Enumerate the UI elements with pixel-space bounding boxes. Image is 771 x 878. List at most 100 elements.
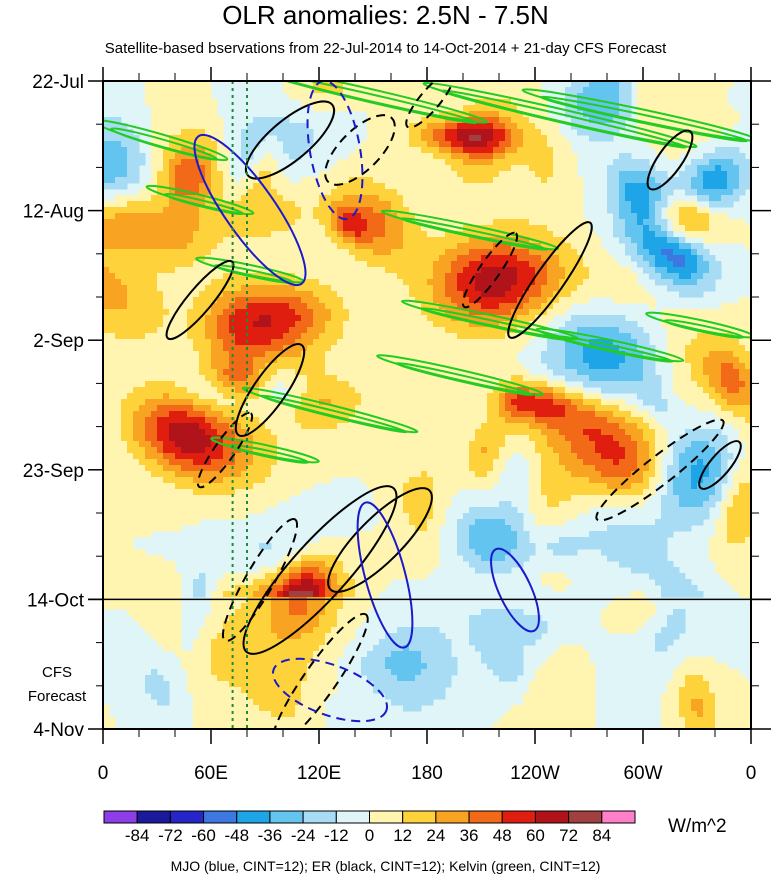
anomaly-cell	[205, 111, 212, 118]
anomaly-cell	[319, 285, 326, 292]
anomaly-cell	[367, 291, 374, 298]
anomaly-cell	[229, 237, 236, 244]
anomaly-cell	[733, 165, 740, 172]
anomaly-cell	[397, 153, 404, 160]
anomaly-cell	[499, 351, 506, 358]
anomaly-cell	[613, 177, 620, 184]
anomaly-cell	[625, 237, 632, 244]
anomaly-cell	[265, 357, 272, 364]
anomaly-cell	[109, 375, 116, 382]
anomaly-cell	[367, 363, 374, 370]
anomaly-cell	[433, 387, 440, 394]
anomaly-cell	[229, 399, 236, 406]
anomaly-cell	[211, 165, 218, 172]
anomaly-cell	[541, 291, 548, 298]
anomaly-cell	[595, 369, 602, 376]
anomaly-cell	[223, 387, 230, 394]
anomaly-cell	[685, 291, 692, 298]
anomaly-cell	[421, 345, 428, 352]
anomaly-cell	[535, 123, 542, 130]
anomaly-cell	[205, 231, 212, 238]
anomaly-cell	[439, 333, 446, 340]
anomaly-cell	[403, 273, 410, 280]
anomaly-cell	[469, 141, 476, 148]
anomaly-cell	[433, 339, 440, 346]
anomaly-cell	[595, 291, 602, 298]
anomaly-cell	[181, 357, 188, 364]
anomaly-cell	[613, 195, 620, 202]
anomaly-cell	[109, 231, 116, 238]
anomaly-cell	[469, 93, 476, 100]
anomaly-cell	[343, 363, 350, 370]
anomaly-cell	[289, 333, 296, 340]
anomaly-cell	[277, 123, 284, 130]
anomaly-cell	[211, 117, 218, 124]
anomaly-cell	[325, 321, 332, 328]
anomaly-cell	[175, 129, 182, 136]
anomaly-cell	[475, 189, 482, 196]
anomaly-cell	[373, 345, 380, 352]
anomaly-cell	[667, 93, 674, 100]
anomaly-cell	[493, 285, 500, 292]
anomaly-cell	[415, 93, 422, 100]
anomaly-cell	[721, 81, 728, 88]
anomaly-cell	[169, 81, 176, 88]
anomaly-cell	[685, 321, 692, 328]
anomaly-cell	[433, 333, 440, 340]
anomaly-cell	[349, 255, 356, 262]
anomaly-cell	[163, 291, 170, 298]
anomaly-cell	[301, 231, 308, 238]
anomaly-cell	[499, 219, 506, 226]
anomaly-cell	[265, 201, 272, 208]
anomaly-cell	[547, 189, 554, 196]
anomaly-cell	[463, 147, 470, 154]
anomaly-cell	[697, 333, 704, 340]
anomaly-cell	[463, 399, 470, 406]
anomaly-cell	[463, 159, 470, 166]
anomaly-cell	[385, 267, 392, 274]
anomaly-cell	[235, 231, 242, 238]
anomaly-cell	[727, 183, 734, 190]
anomaly-cell	[457, 297, 464, 304]
anomaly-cell	[157, 81, 164, 88]
anomaly-cell	[103, 171, 110, 178]
anomaly-cell	[673, 225, 680, 232]
anomaly-cell	[727, 237, 734, 244]
anomaly-cell	[535, 219, 542, 226]
anomaly-cell	[361, 351, 368, 358]
anomaly-cell	[427, 339, 434, 346]
anomaly-cell	[709, 339, 716, 346]
anomaly-cell	[493, 333, 500, 340]
anomaly-cell	[409, 135, 416, 142]
anomaly-cell	[139, 339, 146, 346]
anomaly-cell	[433, 135, 440, 142]
anomaly-cell	[313, 387, 320, 394]
anomaly-cell	[391, 129, 398, 136]
anomaly-cell	[475, 141, 482, 148]
anomaly-cell	[277, 363, 284, 370]
anomaly-cell	[499, 87, 506, 94]
anomaly-cell	[331, 399, 338, 406]
anomaly-cell	[331, 267, 338, 274]
anomaly-cell	[223, 309, 230, 316]
anomaly-cell	[541, 117, 548, 124]
anomaly-cell	[733, 387, 740, 394]
anomaly-cell	[685, 81, 692, 88]
anomaly-cell	[343, 189, 350, 196]
anomaly-cell	[253, 339, 260, 346]
anomaly-cell	[265, 249, 272, 256]
anomaly-cell	[679, 333, 686, 340]
anomaly-cell	[541, 129, 548, 136]
anomaly-cell	[745, 237, 751, 244]
anomaly-cell	[463, 345, 470, 352]
anomaly-cell	[121, 195, 128, 202]
anomaly-cell	[583, 369, 590, 376]
anomaly-cell	[739, 165, 746, 172]
anomaly-cell	[607, 165, 614, 172]
anomaly-cell	[193, 285, 200, 292]
anomaly-cell	[115, 321, 122, 328]
anomaly-cell	[181, 369, 188, 376]
anomaly-cell	[733, 237, 740, 244]
anomaly-cell	[379, 117, 386, 124]
